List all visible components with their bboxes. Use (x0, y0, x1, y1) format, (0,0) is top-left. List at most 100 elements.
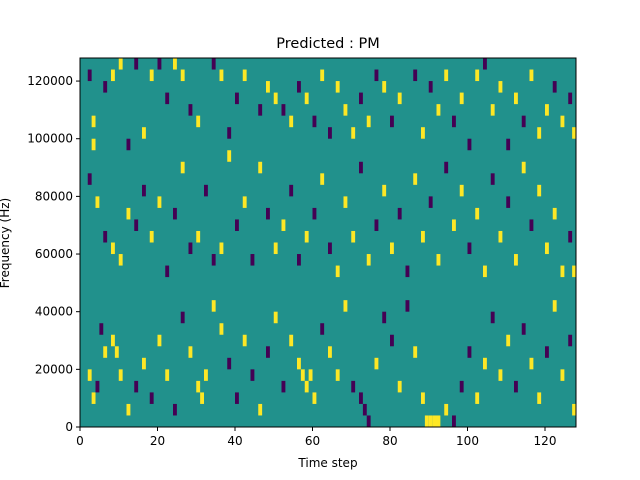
heatmap-cell (273, 92, 278, 105)
heatmap-cell (142, 357, 146, 370)
heatmap-cell (300, 369, 305, 381)
heatmap-cell (444, 69, 449, 82)
heatmap-cell (173, 207, 177, 220)
heatmap-cell (421, 230, 425, 243)
heatmap-cell (211, 254, 216, 266)
heatmap-cell (118, 369, 123, 381)
heatmap-cell (204, 184, 208, 197)
chart-title: Predicted : PM (276, 36, 379, 52)
heatmap-cell (304, 92, 309, 105)
heatmap-cell (328, 242, 332, 255)
heatmap-cell (196, 380, 201, 393)
heatmap-cell (428, 81, 433, 93)
heatmap-cell (475, 207, 480, 220)
heatmap-cell (529, 219, 534, 231)
y-tick-label: 120000 (27, 74, 73, 88)
heatmap-cell (397, 92, 402, 105)
heatmap-cell (157, 334, 162, 347)
heatmap-cell (304, 380, 309, 393)
heatmap-cell (87, 173, 92, 185)
heatmap-cell (405, 300, 410, 312)
heatmap-cell (308, 369, 313, 381)
heatmap-cell (328, 127, 332, 139)
heatmap-cell (475, 69, 480, 82)
heatmap-cell (149, 230, 154, 243)
heatmap-cell (362, 403, 367, 416)
heatmap-cell (188, 346, 193, 358)
x-axis: 0 20 40 60 80 100 120 (76, 427, 556, 448)
heatmap-cell (498, 81, 503, 93)
heatmap-cell (157, 196, 162, 208)
heatmap-cell (572, 127, 577, 139)
heatmap-cell (343, 196, 348, 208)
heatmap-cell (211, 58, 216, 70)
heatmap-cell (273, 311, 278, 324)
heatmap-cell (390, 115, 394, 128)
heatmap-cell (552, 207, 557, 220)
heatmap-cell (568, 334, 573, 347)
heatmap-cell (258, 403, 263, 416)
heatmap-cell (87, 69, 92, 82)
heatmap-cell (568, 92, 573, 105)
y-tick-label: 20000 (35, 362, 73, 376)
heatmap-cell (149, 392, 154, 404)
heatmap-cell (537, 127, 542, 139)
heatmap-cell (204, 369, 208, 381)
heatmap-cell (196, 115, 201, 128)
heatmap-cell (297, 81, 301, 93)
x-axis-label: Time step (297, 456, 357, 470)
heatmap-cell (351, 127, 356, 139)
plot-area (79, 57, 577, 428)
heatmap-cell (343, 300, 348, 312)
heatmap-cell (424, 415, 429, 427)
heatmap-cell (111, 69, 115, 82)
heatmap-cell (521, 115, 526, 128)
heatmap-cell (173, 403, 177, 416)
heatmap-cell (452, 219, 456, 231)
heatmap-cell (421, 127, 425, 139)
heatmap-cell (552, 300, 557, 312)
heatmap-cell (545, 346, 549, 358)
heatmap-cell (545, 242, 549, 255)
heatmap-cell (351, 380, 356, 393)
heatmap-cell (467, 346, 472, 358)
heatmap-cell (467, 242, 472, 255)
x-tick-label: 80 (382, 434, 397, 448)
heatmap-cell (95, 380, 100, 393)
heatmap-cell (432, 415, 437, 427)
heatmap-cell (219, 69, 224, 82)
heatmap-cell (281, 380, 286, 393)
heatmap-cell (529, 357, 534, 370)
heatmap-cell (312, 207, 317, 220)
heatmap-cell (91, 115, 96, 128)
heatmap-cell (227, 150, 232, 162)
heatmap-cell (444, 403, 449, 416)
heatmap-cell (428, 196, 433, 208)
heatmap-cell (413, 69, 418, 82)
heatmap-cell (506, 196, 511, 208)
heatmap-cell (173, 58, 177, 70)
heatmap-cell (91, 138, 96, 151)
heatmap-cell (126, 138, 131, 151)
heatmap-cell (436, 104, 441, 116)
heatmap-cell (351, 230, 356, 243)
heatmap-cell (297, 254, 301, 266)
heatmap-cell (366, 254, 371, 266)
heatmap-cell (568, 230, 573, 243)
heatmap-cell (335, 265, 340, 278)
heatmap-cell (421, 392, 425, 404)
heatmap-cell (343, 104, 348, 116)
plot-frame (79, 57, 577, 428)
heatmap-cell (428, 415, 433, 427)
heatmap-cell (111, 242, 115, 255)
x-tick-label: 100 (456, 434, 479, 448)
x-tick-label: 20 (150, 434, 165, 448)
y-tick-label: 60000 (35, 247, 73, 261)
heatmap-cell (366, 115, 371, 128)
heatmap-cell (366, 415, 371, 427)
heatmap-cell (374, 69, 379, 82)
heatmap-cell (335, 369, 340, 381)
heatmap-cell (118, 254, 123, 266)
heatmap-cell (572, 403, 577, 416)
